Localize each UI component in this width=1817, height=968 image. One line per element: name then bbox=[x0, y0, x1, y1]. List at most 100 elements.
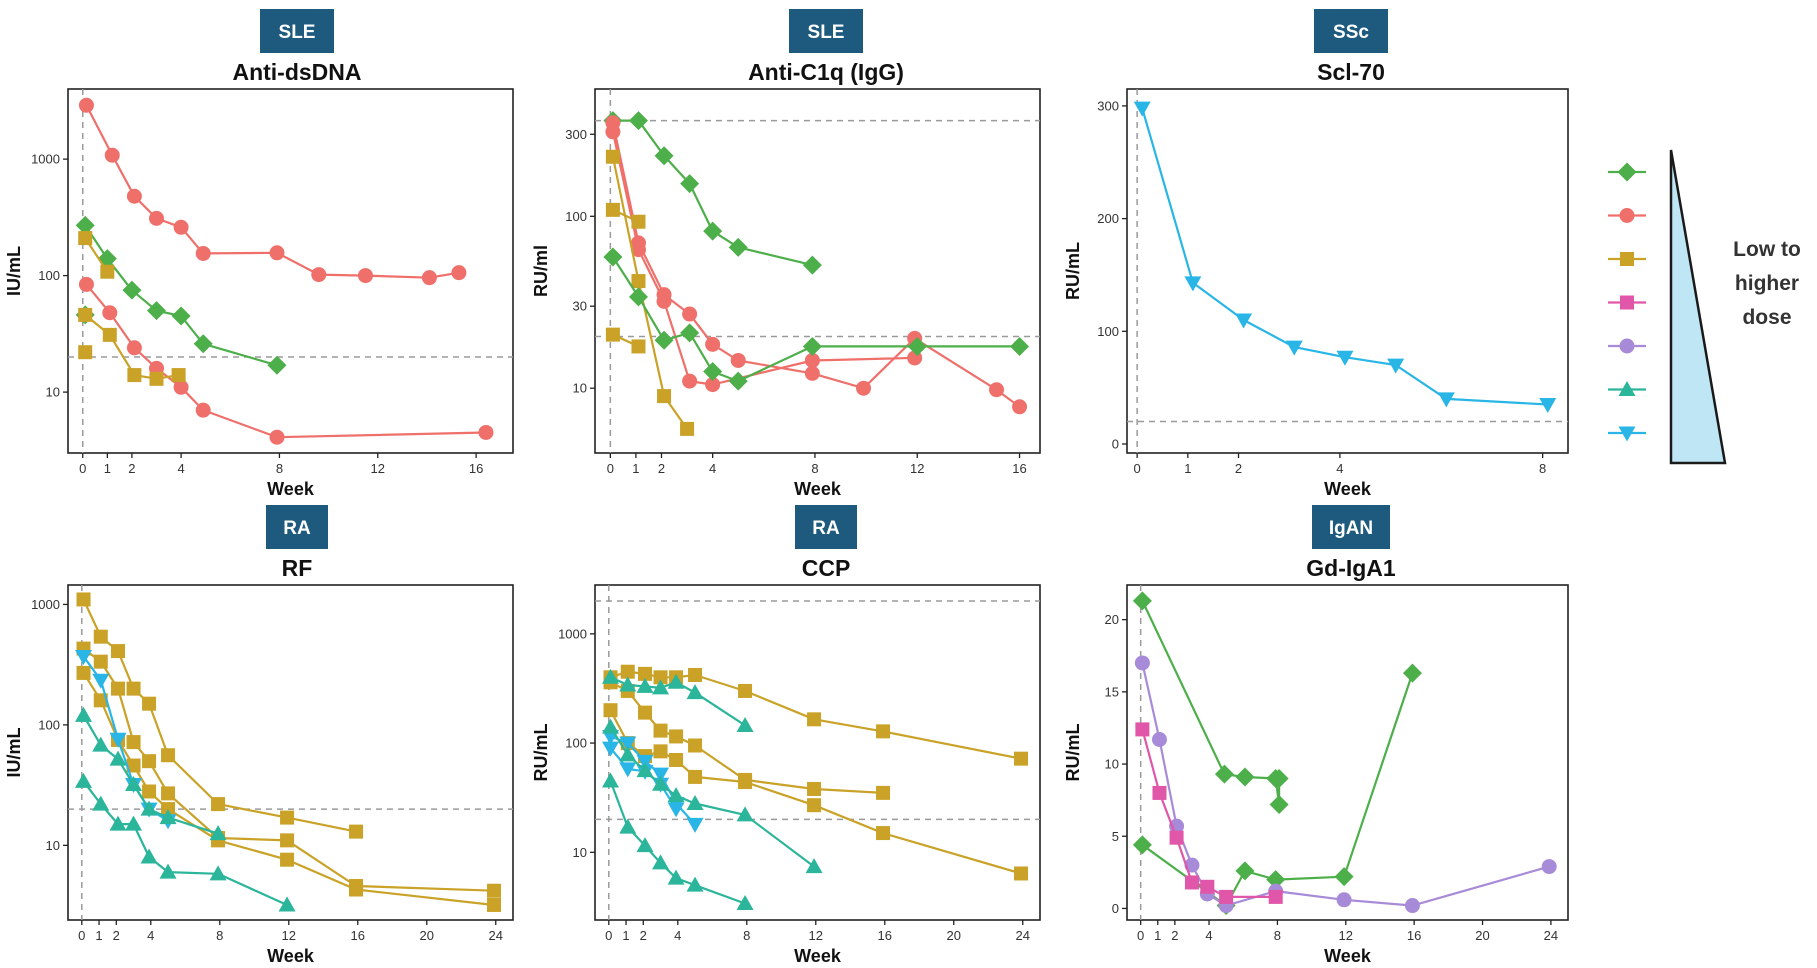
data-point bbox=[802, 255, 822, 275]
data-point bbox=[680, 421, 695, 436]
data-point bbox=[653, 670, 668, 685]
data-point bbox=[688, 769, 703, 784]
x-tick-label: 8 bbox=[276, 461, 283, 476]
legend-item-blue bbox=[1608, 426, 1646, 442]
series-teal-6 bbox=[75, 772, 296, 912]
data-point bbox=[603, 247, 623, 267]
x-tick-label: 16 bbox=[1012, 461, 1026, 476]
x-tick-label: 2 bbox=[658, 461, 665, 476]
data-point bbox=[802, 336, 822, 356]
x-tick-label: 1 bbox=[1184, 461, 1191, 476]
series-gold-4 bbox=[605, 149, 695, 436]
data-point bbox=[127, 368, 142, 383]
series-purple-3 bbox=[1134, 655, 1557, 914]
data-point bbox=[1010, 336, 1030, 356]
data-point bbox=[1012, 399, 1028, 415]
x-tick-label: 4 bbox=[1336, 461, 1343, 476]
x-tick-label: 8 bbox=[216, 928, 223, 943]
x-tick-label: 2 bbox=[128, 461, 135, 476]
plot-frame bbox=[1126, 88, 1569, 454]
data-point bbox=[605, 149, 620, 164]
data-point bbox=[159, 809, 177, 825]
data-point bbox=[78, 307, 93, 322]
data-point bbox=[1269, 768, 1289, 788]
data-point bbox=[211, 797, 226, 812]
x-tick-label: 0 bbox=[605, 928, 612, 943]
data-point bbox=[1539, 398, 1557, 414]
data-point bbox=[126, 735, 141, 750]
series-gold-7 bbox=[78, 345, 93, 360]
data-point bbox=[738, 683, 753, 698]
legend-item-green bbox=[1608, 162, 1646, 182]
plot-frame bbox=[67, 88, 514, 454]
data-point bbox=[1200, 879, 1215, 894]
data-point bbox=[1235, 767, 1255, 787]
data-point bbox=[705, 336, 721, 352]
x-tick-label: 4 bbox=[1205, 928, 1212, 943]
panel-gd-iga1: IgAN Gd-IgA1 Week RU/mL 0 1 2 4 8 12 16 20 24051… bbox=[1063, 505, 1569, 966]
data-point bbox=[93, 629, 108, 644]
data-point bbox=[92, 736, 110, 752]
x-tick-label: 16 bbox=[469, 461, 483, 476]
data-point bbox=[1336, 350, 1354, 366]
data-point bbox=[78, 231, 93, 246]
data-point bbox=[149, 371, 164, 386]
data-point bbox=[876, 826, 891, 841]
badge-label: RA bbox=[812, 518, 840, 539]
data-point bbox=[173, 219, 189, 235]
data-point bbox=[1235, 861, 1255, 881]
data-point bbox=[209, 825, 227, 841]
x-tick-label: 24 bbox=[1016, 928, 1030, 943]
data-point bbox=[619, 676, 637, 692]
chart-title: Anti-C1q (IgG) bbox=[748, 59, 904, 85]
x-tick-label: 16 bbox=[878, 928, 892, 943]
dose-wedge bbox=[1669, 149, 1727, 465]
data-point bbox=[278, 896, 296, 912]
series-gold-1 bbox=[76, 592, 364, 839]
data-point bbox=[728, 371, 748, 391]
data-point bbox=[638, 705, 653, 720]
series-teal-7 bbox=[602, 718, 823, 874]
y-tick-label: 200 bbox=[1097, 211, 1119, 226]
data-point bbox=[357, 268, 373, 284]
y-tick-label: 10 bbox=[46, 385, 60, 400]
data-point bbox=[92, 673, 110, 689]
y-tick-label: 0 bbox=[1112, 436, 1119, 451]
series-gold-3 bbox=[78, 231, 115, 279]
data-point bbox=[92, 795, 110, 811]
data-point bbox=[1268, 889, 1283, 904]
data-point bbox=[75, 772, 93, 788]
data-point bbox=[1169, 830, 1184, 845]
badge-rect bbox=[789, 9, 863, 53]
data-point bbox=[195, 402, 211, 418]
data-point bbox=[125, 775, 143, 791]
legend-item-red bbox=[1608, 208, 1646, 223]
chart-title: CCP bbox=[802, 555, 851, 581]
data-point bbox=[1235, 313, 1253, 329]
data-point bbox=[636, 837, 654, 853]
data-point bbox=[78, 97, 94, 113]
x-tick-label: 1 bbox=[104, 461, 111, 476]
series-line bbox=[611, 156, 689, 430]
data-point bbox=[653, 744, 668, 759]
data-point bbox=[1135, 722, 1150, 737]
data-point bbox=[125, 815, 143, 831]
chart-title: RF bbox=[282, 555, 313, 581]
badge-label: IgAN bbox=[1329, 518, 1373, 539]
plot-frame bbox=[594, 88, 1041, 454]
data-point bbox=[728, 237, 748, 257]
legend-item-purple bbox=[1608, 338, 1646, 354]
x-tick-label: 4 bbox=[177, 461, 184, 476]
data-point bbox=[705, 377, 721, 393]
data-point bbox=[161, 786, 176, 801]
data-point bbox=[1214, 764, 1234, 784]
panel-anti-dsdna: SLE Anti-dsDNA Week IU/mL 0 1 2 4 8 12 1610100… bbox=[4, 9, 514, 499]
data-point bbox=[451, 265, 467, 281]
series-teal-4 bbox=[602, 668, 754, 732]
x-tick-label: 4 bbox=[674, 928, 681, 943]
data-point bbox=[349, 882, 364, 897]
data-point bbox=[100, 264, 115, 279]
y-axis-label: IU/mL bbox=[4, 727, 24, 777]
